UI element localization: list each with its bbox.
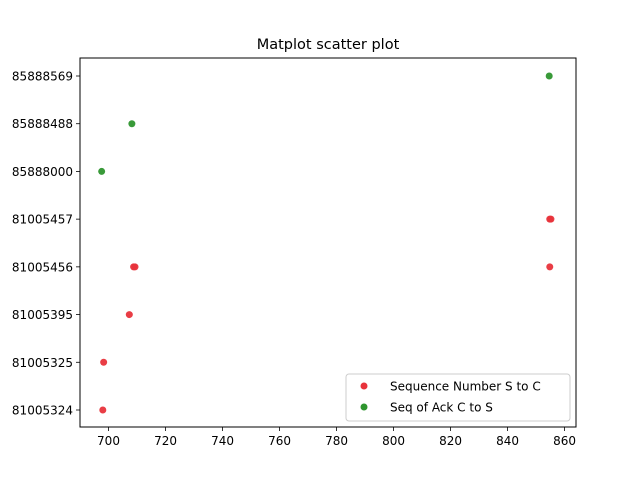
x-tick-label: 720: [154, 434, 177, 448]
x-tick-label: 840: [496, 434, 519, 448]
legend-label: Sequence Number S to C: [390, 380, 541, 394]
legend-marker: [360, 382, 368, 390]
data-point: [131, 263, 139, 271]
data-point: [125, 311, 133, 319]
y-axis: 81005324 81005325 81005395 81005456 81005457…: [12, 70, 80, 418]
x-tick-label: 780: [325, 434, 348, 448]
x-axis: 700 720 740 760 780 800 820 840 860: [97, 427, 576, 448]
x-tick-label: 800: [382, 434, 405, 448]
points-layer: [98, 72, 555, 414]
data-point: [547, 215, 555, 223]
legend-box: [345, 373, 571, 422]
x-tick-label: 740: [211, 434, 234, 448]
plot-frame: [79, 57, 577, 428]
x-tick-label: 700: [97, 434, 120, 448]
y-tick-label: 85888488: [12, 117, 73, 131]
x-tick-label: 820: [439, 434, 462, 448]
x-tick-label: 760: [268, 434, 291, 448]
y-tick-label: 81005325: [12, 356, 73, 370]
legend-label: Seq of Ack C to S: [390, 401, 493, 415]
y-tick-label: 85888569: [12, 70, 73, 84]
y-tick-label: 81005324: [12, 404, 73, 418]
y-tick-label: 85888000: [12, 165, 73, 179]
data-point: [545, 72, 553, 80]
data-point: [128, 120, 136, 128]
legend: Sequence Number S to C Seq of Ack C to S: [345, 373, 571, 422]
y-tick-label: 81005457: [12, 213, 73, 227]
y-tick-label: 81005456: [12, 260, 73, 274]
x-tick-label: 860: [553, 434, 576, 448]
chart-title: Matplot scatter plot: [257, 37, 400, 53]
legend-marker: [360, 403, 368, 411]
y-tick-label: 81005395: [12, 308, 73, 322]
data-point: [546, 263, 554, 271]
data-point: [100, 358, 108, 366]
data-point: [98, 167, 106, 175]
data-point: [99, 406, 107, 414]
